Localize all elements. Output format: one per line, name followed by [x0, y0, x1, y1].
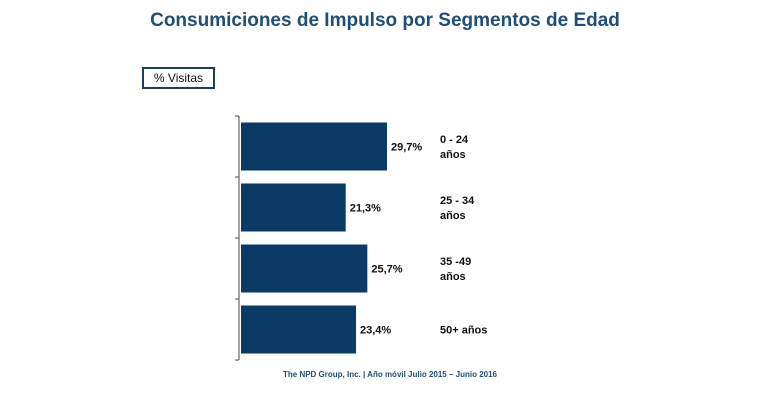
category-label: años [440, 271, 466, 283]
bar-4 [241, 305, 357, 354]
metric-label-box: % Visitas [142, 67, 215, 89]
footer-source: The NPD Group, Inc. | Año móvil Julio 20… [283, 370, 497, 379]
bar-1 [241, 122, 387, 171]
bar-value-label: 21,3% [350, 203, 381, 215]
category-label: años [440, 149, 466, 161]
category-label: 50+ años [440, 325, 487, 337]
category-label: años [440, 210, 466, 222]
chart-title: Consumiciones de Impulso por Segmentos d… [150, 10, 620, 31]
category-label: 35 -49 [440, 256, 471, 268]
category-label: 0 - 24 [440, 134, 469, 146]
bar-3 [241, 244, 368, 293]
category-label: 25 - 34 [440, 195, 475, 207]
bar-value-label: 23,4% [360, 325, 391, 337]
bar-value-label: 25,7% [371, 264, 402, 276]
bar-2 [241, 183, 346, 232]
bar-value-label: 29,7% [391, 142, 422, 154]
